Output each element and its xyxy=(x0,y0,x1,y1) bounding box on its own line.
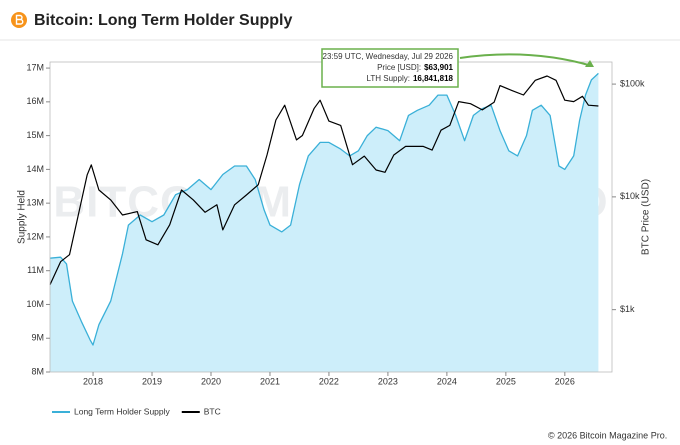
tooltip-box xyxy=(321,48,459,88)
tooltip-arrow xyxy=(459,53,593,67)
y-axis-title: Supply Held xyxy=(17,190,28,244)
y2-tick-label: $10k xyxy=(620,191,640,201)
legend-label: BTC xyxy=(204,406,221,416)
x-tick-label: 2023 xyxy=(378,376,398,386)
line xyxy=(49,72,599,346)
y-tick-label: 17M xyxy=(26,62,44,72)
tooltip-time: 23:59 UTC, Wednesday, Jul 29 2026 xyxy=(323,52,454,61)
x-tick-label: 2026 xyxy=(555,376,575,386)
x-tick-label: 2021 xyxy=(260,376,280,386)
copyright: © 2026 Bitcoin Magazine Pro. xyxy=(548,430,667,440)
tooltip-price: $63,901 xyxy=(424,63,453,72)
x-tick-label: 2022 xyxy=(319,376,339,386)
legend-label: Long Term Holder Supply xyxy=(74,406,171,416)
line xyxy=(49,75,599,286)
x-tick-label: 2020 xyxy=(201,376,221,386)
y-tick-label: 16M xyxy=(26,96,44,106)
tooltip-arrowhead xyxy=(585,60,594,67)
y-tick-label: 13M xyxy=(26,198,44,208)
tooltip-price-label: Price [USD]: xyxy=(377,63,421,72)
bitcoin-glyph xyxy=(15,14,24,25)
y2-tick-label: $1k xyxy=(620,304,635,314)
x-tick-label: 2019 xyxy=(142,376,162,386)
y2-axis-title: BTC Price (USD) xyxy=(641,179,652,255)
y-tick-label: 14M xyxy=(26,164,44,174)
y2-tick-label: $100k xyxy=(620,78,645,88)
page-title: Bitcoin: Long Term Holder Supply xyxy=(34,12,292,29)
y-tick-label: 12M xyxy=(26,231,44,241)
x-tick-label: 2025 xyxy=(496,376,516,386)
tooltip-supply: 16,841,818 xyxy=(413,74,454,83)
x-tick-label: 2018 xyxy=(83,376,103,386)
y-tick-label: 9M xyxy=(31,333,44,343)
tooltip-supply-label: LTH Supply: xyxy=(367,74,410,83)
y-tick-label: 10M xyxy=(26,299,44,309)
area xyxy=(50,73,599,373)
y-tick-label: 11M xyxy=(27,265,44,275)
x-tick-label: 2024 xyxy=(437,376,457,386)
y-tick-label: 15M xyxy=(26,130,44,140)
y-tick-label: 8M xyxy=(31,366,44,376)
